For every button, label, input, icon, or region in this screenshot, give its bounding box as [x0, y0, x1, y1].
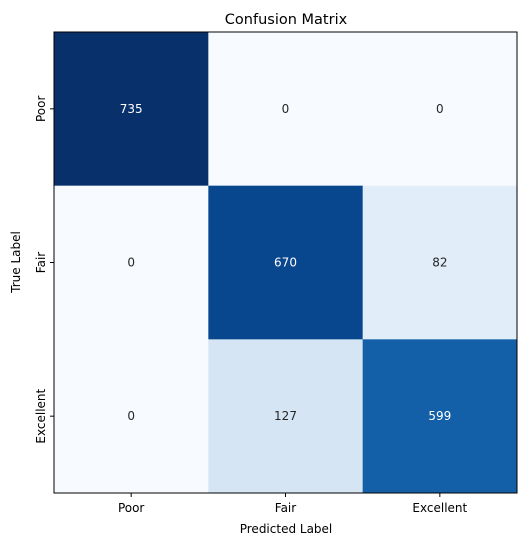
- y-axis-label: True Label: [9, 231, 23, 294]
- cell-value-label: 82: [432, 256, 447, 270]
- heatmap-cell: [208, 32, 364, 187]
- heatmap-cells: [54, 32, 518, 494]
- cell-value-label: 0: [282, 102, 290, 116]
- heatmap-cell: [362, 185, 518, 340]
- y-tick-label: Fair: [34, 252, 48, 273]
- heatmap-cell: [54, 339, 209, 494]
- y-axis-ticks: Poor Fair Excellent: [34, 96, 54, 444]
- cell-value-label: 127: [274, 409, 297, 423]
- cell-value-label: 670: [274, 256, 297, 270]
- x-tick-label: Excellent: [412, 501, 467, 515]
- x-axis-ticks: Poor Fair Excellent: [118, 493, 468, 515]
- x-tick-label: Poor: [118, 501, 144, 515]
- x-tick-label: Fair: [275, 501, 296, 515]
- chart-title: Confusion Matrix: [225, 12, 348, 28]
- heatmap-cell-labels: 735 0 0 0 670 82 0 127 599: [120, 102, 452, 423]
- x-axis-label: Predicted Label: [240, 522, 333, 536]
- cell-value-label: 735: [120, 102, 143, 116]
- cell-value-label: 0: [436, 102, 444, 116]
- heatmap-cell: [208, 185, 364, 340]
- cell-value-label: 0: [127, 256, 135, 270]
- y-tick-label: Poor: [34, 96, 48, 122]
- heatmap-cell: [54, 185, 209, 340]
- y-tick-label: Excellent: [34, 388, 48, 443]
- heatmap-cell: [54, 32, 209, 187]
- cell-value-label: 0: [127, 409, 135, 423]
- heatmap-cell: [362, 339, 518, 494]
- heatmap-cell: [362, 32, 518, 187]
- cell-value-label: 599: [428, 409, 451, 423]
- heatmap-cell: [208, 339, 364, 494]
